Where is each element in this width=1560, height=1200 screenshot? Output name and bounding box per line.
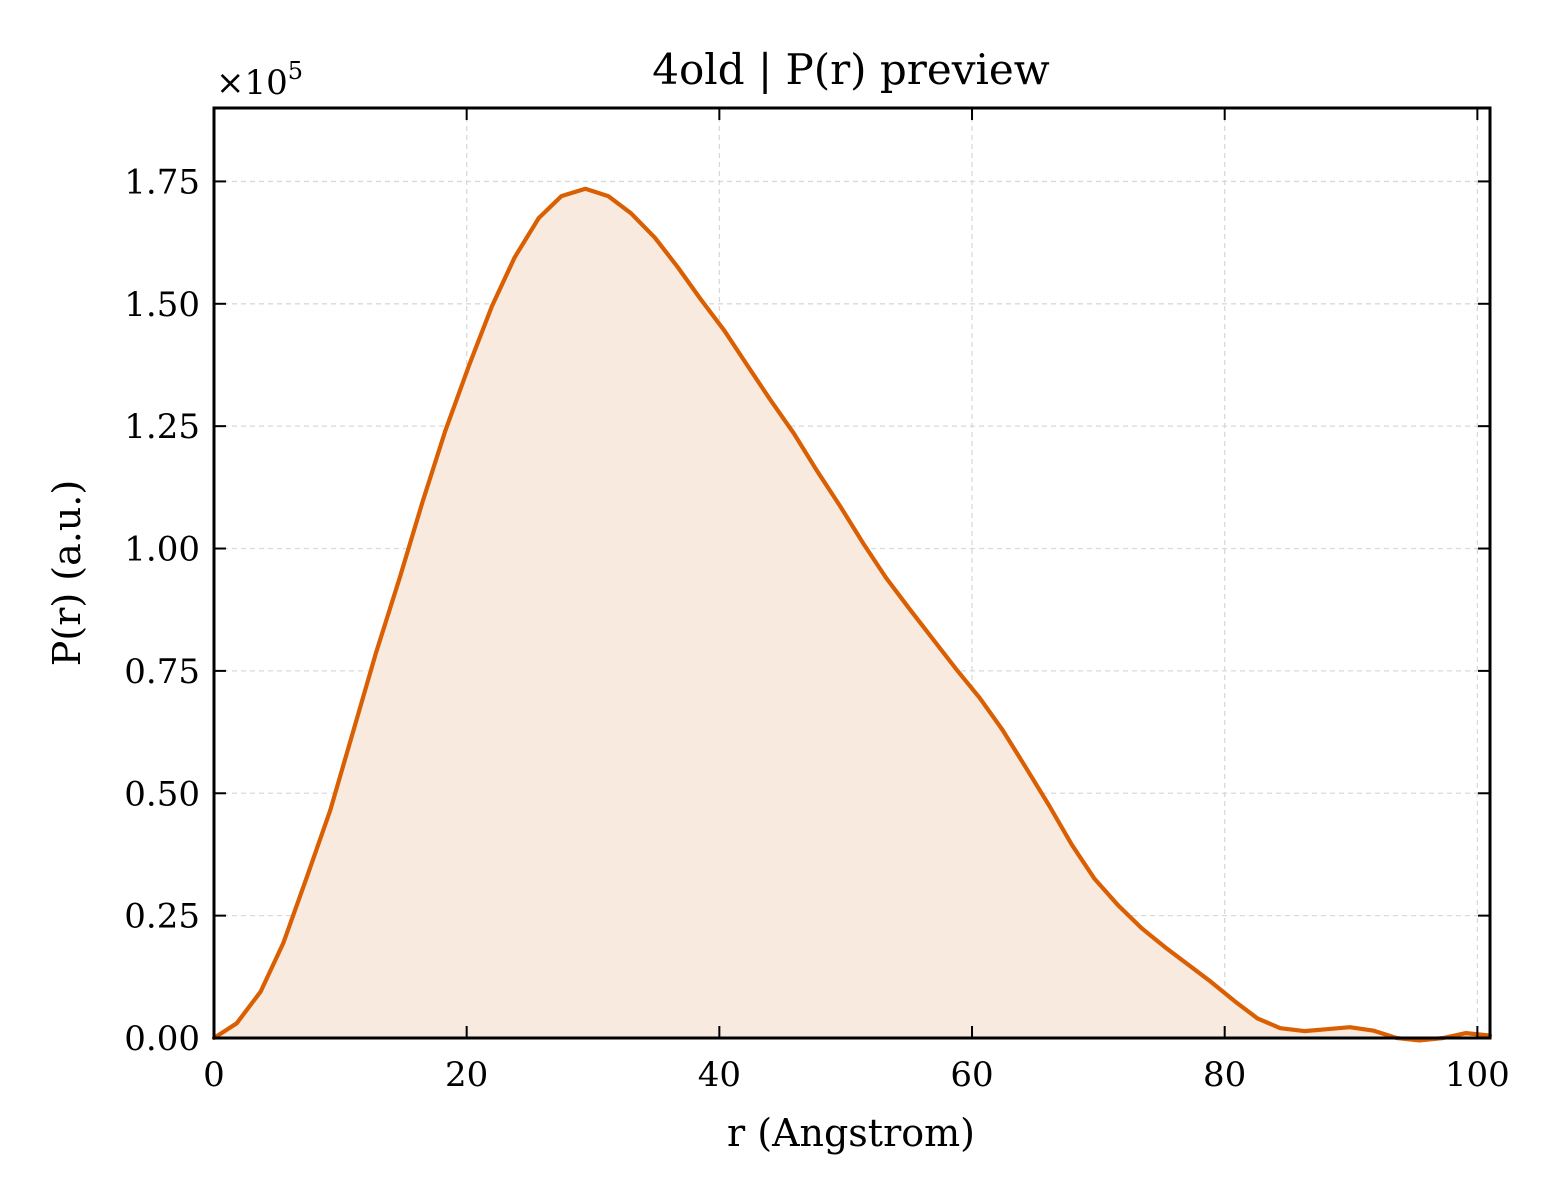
- pr-area-fill: [214, 188, 1490, 1041]
- pr-series-line: [211, 186, 1493, 1043]
- chart-title: 4old | P(r) preview: [652, 45, 1049, 94]
- x-tick-label: 0: [203, 1055, 225, 1095]
- y-axis-multiplier: ×105: [216, 57, 303, 103]
- x-tick-label: 40: [698, 1055, 741, 1095]
- y-tick-label: 0.00: [124, 1019, 200, 1059]
- y-tick-label: 0.25: [124, 897, 200, 937]
- y-tick-label: 0.75: [124, 652, 200, 692]
- x-axis-label: r (Angstrom): [727, 1111, 975, 1155]
- x-tick-label: 60: [950, 1055, 993, 1095]
- y-tick-label: 1.75: [124, 162, 200, 202]
- x-tick-label: 100: [1445, 1055, 1510, 1095]
- y-tick-label: 0.50: [124, 774, 200, 814]
- plot-frame: [212, 106, 1492, 1040]
- y-axis-multiplier-base: ×10: [216, 63, 288, 103]
- y-tick-label: 1.00: [124, 530, 200, 570]
- x-tick-label: 20: [445, 1055, 488, 1095]
- y-tick-label: 1.50: [124, 285, 200, 325]
- y-axis-multiplier-exponent: 5: [288, 57, 303, 85]
- x-tick-label: 80: [1203, 1055, 1246, 1095]
- y-axis-label: P(r) (a.u.): [45, 480, 89, 666]
- y-tick-label: 1.25: [124, 407, 200, 447]
- axis-ticks: 0 20 40 60 80 100 0.00 0.25 0.50 0.75 1.00 1.25 1.50…: [124, 108, 1510, 1095]
